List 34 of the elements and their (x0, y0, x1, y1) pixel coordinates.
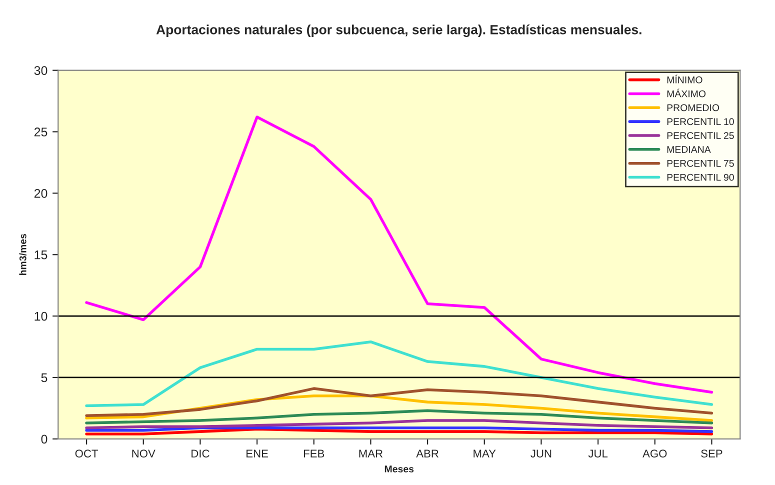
legend-label: MÁXIMO (667, 88, 706, 98)
x-tick-label: OCT (75, 450, 98, 458)
legend-label: MÍNIMO (667, 74, 702, 84)
legend-label: PERCENTIL 75 (667, 160, 734, 167)
y-tick-label: 15 (34, 250, 48, 260)
x-tick-label: ABR (416, 450, 438, 458)
legend-label: PERCENTIL 25 (667, 132, 734, 139)
y-tick-label: 25 (34, 128, 48, 136)
chart-title: Aportaciones naturales (por subcuenca, serie larga). Estadísticas mensuales. (156, 24, 642, 38)
x-tick-label: JUN (530, 450, 552, 458)
x-axis-title: Meses (384, 466, 414, 472)
legend-label: PERCENTIL 10 (667, 118, 734, 126)
line-series (85, 419, 714, 430)
y-tick-label: 5 (41, 373, 48, 382)
x-tick-label: ENE (246, 450, 268, 458)
line-series (85, 340, 714, 408)
legend-label: PERCENTIL 90 (667, 174, 734, 181)
legend-label: PROMEDIO (667, 104, 720, 112)
y-tick-label: 10 (34, 312, 48, 321)
y-tick-label: 0 (41, 434, 48, 444)
y-axis-title: hm3/mes (19, 234, 26, 276)
legend-label: MEDIANA (667, 146, 711, 153)
line-series (85, 409, 714, 424)
x-tick-label: MAY (474, 450, 496, 458)
x-tick-label: MAR (359, 450, 383, 458)
y-tick-label: 20 (34, 188, 48, 198)
x-tick-label: FEB (304, 450, 324, 458)
x-tick-label: SEP (701, 450, 722, 458)
y-tick-label: 30 (34, 66, 48, 75)
x-tick-label: AGO (642, 450, 667, 458)
x-tick-label: DIC (192, 450, 210, 458)
x-tick-label: NOV (132, 450, 156, 458)
x-tick-label: JUL (588, 450, 608, 458)
line-series (85, 387, 714, 417)
